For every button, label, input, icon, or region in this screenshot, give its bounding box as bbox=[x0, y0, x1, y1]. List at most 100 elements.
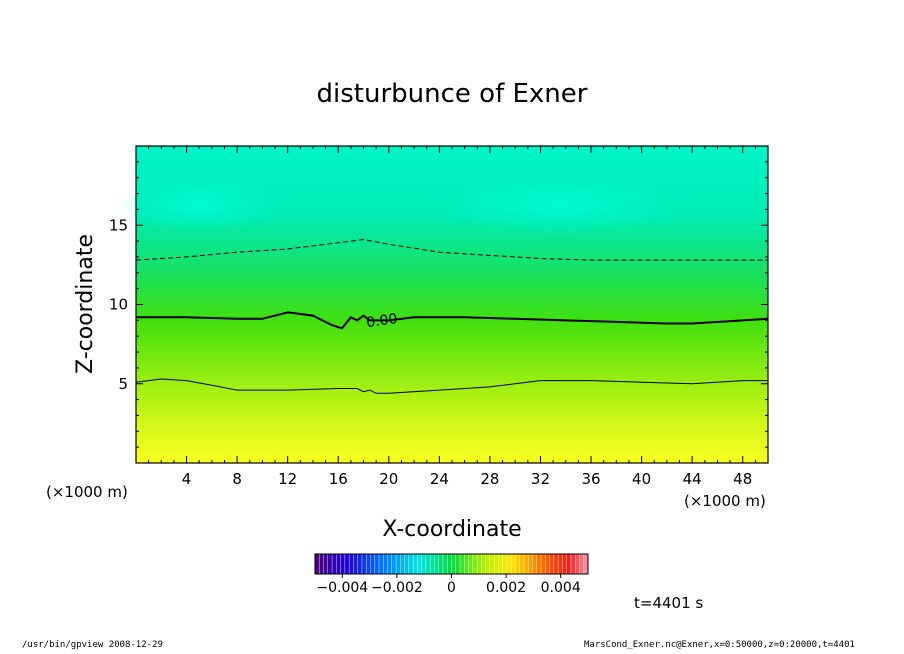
colorbar-cell bbox=[327, 553, 333, 575]
y-tick-label: 10 bbox=[109, 296, 128, 314]
colorbar-cell bbox=[421, 553, 427, 575]
x-unit-left: (×1000 m) bbox=[46, 483, 128, 501]
colorbar-cell bbox=[395, 553, 401, 575]
contour-line-negative bbox=[135, 238, 768, 261]
colorbar-cell bbox=[344, 553, 350, 575]
colorbar-cell bbox=[459, 553, 465, 575]
x-tick-label: 12 bbox=[278, 470, 297, 488]
x-tick-label: 36 bbox=[581, 470, 600, 488]
colorbar-cell bbox=[408, 553, 414, 575]
colorbar-cell bbox=[536, 553, 542, 575]
x-tick-label: 20 bbox=[379, 470, 398, 488]
colorbar-cell bbox=[523, 553, 529, 575]
x-axis-label: X-coordinate bbox=[382, 517, 521, 542]
colorbar-cell bbox=[429, 553, 435, 575]
colorbar-cell bbox=[374, 553, 380, 575]
colorbar-cell bbox=[370, 553, 376, 575]
colorbar-tick-label: −0.002 bbox=[371, 580, 423, 596]
colorbar-cell bbox=[493, 553, 499, 575]
y-axis: 5 10 15 bbox=[109, 161, 768, 448]
colorbar-cell bbox=[323, 553, 329, 575]
colorbar-cell bbox=[353, 553, 359, 575]
x-tick-label: 28 bbox=[480, 470, 499, 488]
colorbar-cell bbox=[434, 553, 440, 575]
colorbar-cell bbox=[485, 553, 491, 575]
colorbar-cell bbox=[579, 553, 585, 575]
colorbar-cell bbox=[498, 553, 504, 575]
x-tick-label: 32 bbox=[531, 470, 550, 488]
heatmap-highlight-left bbox=[120, 177, 280, 233]
x-tick-label: 16 bbox=[329, 470, 348, 488]
colorbar-tick-label: 0.002 bbox=[486, 580, 526, 596]
colorbar-cell bbox=[468, 553, 474, 575]
y-tick-label: 15 bbox=[109, 216, 128, 234]
heatmap-highlight-right bbox=[440, 175, 680, 235]
colorbar-cell bbox=[425, 553, 431, 575]
chart-title: disturbunce of Exner bbox=[317, 79, 588, 109]
colorbar-cell bbox=[566, 553, 572, 575]
footer-left: /usr/bin/gpview 2008-12-29 bbox=[22, 640, 163, 650]
x-tick-label: 40 bbox=[632, 470, 651, 488]
colorbar-cell bbox=[532, 553, 538, 575]
colorbar-cell bbox=[447, 553, 453, 575]
y-tick-label: 5 bbox=[118, 375, 128, 393]
colorbar-cell bbox=[387, 553, 393, 575]
colorbar-cell bbox=[489, 553, 495, 575]
colorbar-cell bbox=[336, 553, 342, 575]
colorbar-cell bbox=[357, 553, 363, 575]
colorbar-cell bbox=[319, 553, 325, 575]
time-label: t=4401 s bbox=[634, 594, 703, 612]
colorbar-cell bbox=[412, 553, 418, 575]
contour-labels: 0.00 bbox=[365, 311, 398, 331]
colorbar-cell bbox=[340, 553, 346, 575]
colorbar-cell bbox=[455, 553, 461, 575]
colorbar-cell bbox=[361, 553, 367, 575]
footer-right: MarsCond_Exner.nc@Exner,x=0:50000,z=0:20… bbox=[584, 640, 855, 650]
contour-line-positive bbox=[135, 378, 768, 394]
colorbar-cell bbox=[562, 553, 568, 575]
colorbar-cell bbox=[570, 553, 576, 575]
colorbar-cell bbox=[348, 553, 354, 575]
colorbar-cell bbox=[553, 553, 559, 575]
y-axis-label: Z-coordinate bbox=[73, 234, 98, 374]
colorbar-cell bbox=[476, 553, 482, 575]
x-tick-label: 8 bbox=[232, 470, 242, 488]
colorbar-ticks: −0.004 −0.002 0 0.002 0.004 bbox=[316, 574, 581, 596]
colorbar-cell bbox=[549, 553, 555, 575]
colorbar-cell bbox=[481, 553, 487, 575]
x-axis: 4 8 12 16 20 24 28 32 36 40 44 48 bbox=[135, 146, 769, 488]
colorbar-cell bbox=[464, 553, 470, 575]
x-unit-right: (×1000 m) bbox=[684, 492, 766, 510]
colorbar-cell bbox=[404, 553, 410, 575]
contour-label-0: 0.00 bbox=[365, 311, 398, 331]
x-tick-label: 44 bbox=[683, 470, 702, 488]
colorbar-tick-label: 0.004 bbox=[541, 580, 581, 596]
colorbar-cell bbox=[391, 553, 397, 575]
colorbar-cell bbox=[540, 553, 546, 575]
colorbar-cell bbox=[400, 553, 406, 575]
colorbar-cell bbox=[417, 553, 423, 575]
colorbar-cell bbox=[383, 553, 389, 575]
colorbar-cell bbox=[506, 553, 512, 575]
colorbar-cell bbox=[472, 553, 478, 575]
colorbar-cell bbox=[331, 553, 337, 575]
contour-line-0-00 bbox=[136, 311, 769, 330]
colorbar-cell bbox=[438, 553, 444, 575]
colorbar-cell bbox=[575, 553, 580, 575]
x-tick-label: 4 bbox=[182, 470, 192, 488]
colorbar-cell bbox=[557, 553, 563, 575]
colorbar-cell bbox=[545, 553, 551, 575]
colorbar-tick-label: −0.004 bbox=[316, 580, 368, 596]
colorbar-cell bbox=[365, 553, 371, 575]
colorbar-cell bbox=[451, 553, 457, 575]
colorbar-cell bbox=[442, 553, 448, 575]
colorbar-cell bbox=[378, 553, 384, 575]
colorbar-cell bbox=[515, 553, 521, 575]
x-tick-label: 48 bbox=[733, 470, 752, 488]
colorbar-cell bbox=[502, 553, 508, 575]
x-tick-label: 24 bbox=[430, 470, 449, 488]
colorbar-cell bbox=[511, 553, 516, 575]
colorbar-cell bbox=[519, 553, 525, 575]
contour-lines bbox=[135, 238, 769, 394]
